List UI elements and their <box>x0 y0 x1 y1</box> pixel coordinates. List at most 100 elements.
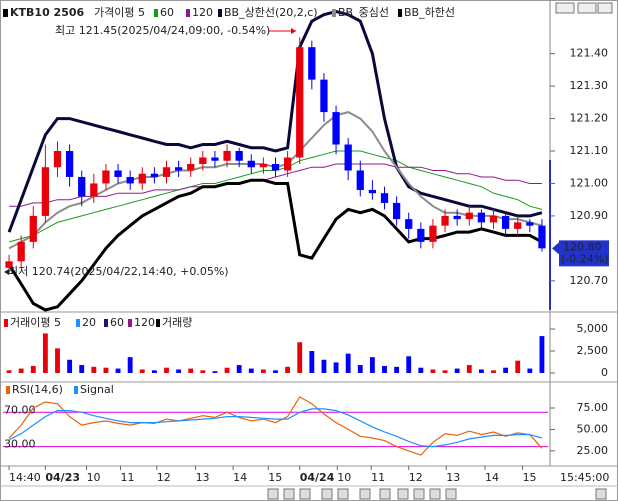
y-tick-label: 25.00 <box>577 444 609 457</box>
toolbar-button[interactable] <box>429 488 441 500</box>
legend-marker <box>128 319 132 327</box>
indicator-line <box>7 9 543 233</box>
toolbar-button[interactable] <box>337 488 349 500</box>
legend-marker <box>3 9 8 17</box>
toolbar-button[interactable] <box>359 488 371 500</box>
candle-body <box>538 225 546 249</box>
toolbar-button[interactable] <box>283 488 295 500</box>
toolbar-button[interactable] <box>445 488 457 500</box>
panel-button[interactable] <box>577 2 597 14</box>
candle-body <box>477 212 486 223</box>
candle-body <box>53 151 62 168</box>
toolbar-button[interactable] <box>379 488 391 500</box>
toolbar-button[interactable] <box>595 488 607 500</box>
last-price: 120.80 <box>563 240 602 253</box>
x-tick-label: 04/24 <box>300 471 335 484</box>
low-arrow-head <box>4 269 9 275</box>
candle-body <box>405 219 413 229</box>
candle-body <box>283 157 292 171</box>
legend-label: 가격이평 5 <box>94 6 145 19</box>
volume-bar <box>333 362 339 373</box>
volume-bar <box>382 365 387 373</box>
y-tick-label: 121.00 <box>570 176 609 189</box>
legend-marker <box>218 9 222 17</box>
volume-bar <box>478 369 484 373</box>
candle-body <box>187 163 195 171</box>
indicator-line <box>9 163 542 207</box>
indicator-line <box>8 408 543 448</box>
volume-bar <box>454 368 460 373</box>
volume-bar <box>55 348 60 373</box>
volume-bar <box>42 333 48 373</box>
volume-bar <box>164 367 169 373</box>
toolbar-button[interactable] <box>397 488 409 500</box>
volume-bar <box>6 370 12 373</box>
volume-bar <box>248 368 254 373</box>
legend-label: 20 <box>82 316 96 329</box>
legend-label: 120 <box>134 316 155 329</box>
toolbar-button[interactable] <box>267 488 279 500</box>
x-tick-label: 14:40 <box>9 471 41 484</box>
x-tick-label: 11 <box>120 471 134 484</box>
x-tick-label: 11 <box>371 471 385 484</box>
volume-bar <box>127 357 133 373</box>
x-tick-label: 10 <box>337 471 351 484</box>
panel-button[interactable] <box>555 2 575 14</box>
y-tick-label: 120.70 <box>570 274 609 287</box>
legend-label: BB_상한선(20,2,c) <box>224 6 318 19</box>
volume-bar <box>224 367 230 373</box>
candle-body <box>465 212 473 220</box>
legend-marker <box>76 319 80 327</box>
x-tick-label: 04/23 <box>45 471 80 484</box>
candle-body <box>514 222 522 229</box>
volume-bar <box>273 370 278 373</box>
candle-body <box>41 167 50 216</box>
volume-bar <box>115 368 121 373</box>
volume-bar <box>200 370 206 373</box>
candle-body <box>5 261 13 268</box>
toolbar-button[interactable] <box>299 488 311 500</box>
candle-body <box>65 151 74 177</box>
candle-body <box>417 228 425 242</box>
candle-body <box>29 215 37 242</box>
volume-bar <box>515 360 521 373</box>
candle-body <box>308 47 316 80</box>
candle-body <box>501 215 510 229</box>
toolbar <box>267 2 613 500</box>
volume-bar <box>345 353 351 373</box>
volume-bar <box>285 366 291 373</box>
candle-body <box>211 157 219 161</box>
toolbar-button[interactable] <box>413 488 425 500</box>
candle-body <box>489 215 498 223</box>
candle-body <box>174 167 183 171</box>
panel-button[interactable] <box>597 2 613 14</box>
legend-label: BB_하한선 <box>404 5 455 19</box>
last-price-marker <box>552 242 559 255</box>
volume-bar <box>321 359 327 373</box>
volume-bar <box>309 351 315 373</box>
y-tick-label: 75.00 <box>577 401 609 414</box>
last-change: (-0.24%) <box>561 252 609 265</box>
y-tick-label: 121.20 <box>570 112 609 125</box>
y-tick-label: 2,500 <box>577 344 609 357</box>
candle-body <box>368 189 377 194</box>
volume-bar <box>418 367 424 373</box>
candle-body <box>380 193 389 203</box>
volume-bar <box>394 366 400 373</box>
volume-bar <box>260 369 266 373</box>
candle-body <box>392 202 401 220</box>
candle-body <box>114 170 122 177</box>
volume-bar <box>91 366 97 373</box>
time-label: 15:45:00 <box>560 471 609 484</box>
volume-bar <box>406 356 412 373</box>
volume-bar <box>67 359 73 373</box>
legend-marker <box>332 9 336 17</box>
toolbar-button[interactable] <box>321 488 333 500</box>
volume-bar <box>79 365 85 373</box>
candle-body <box>320 79 328 113</box>
volume-bar <box>151 370 157 373</box>
candle-body <box>17 241 25 262</box>
volume-bar <box>357 365 363 373</box>
low-annotation: 최저 120.74(2025/04/22,14:40, +0.05%) <box>8 265 229 278</box>
